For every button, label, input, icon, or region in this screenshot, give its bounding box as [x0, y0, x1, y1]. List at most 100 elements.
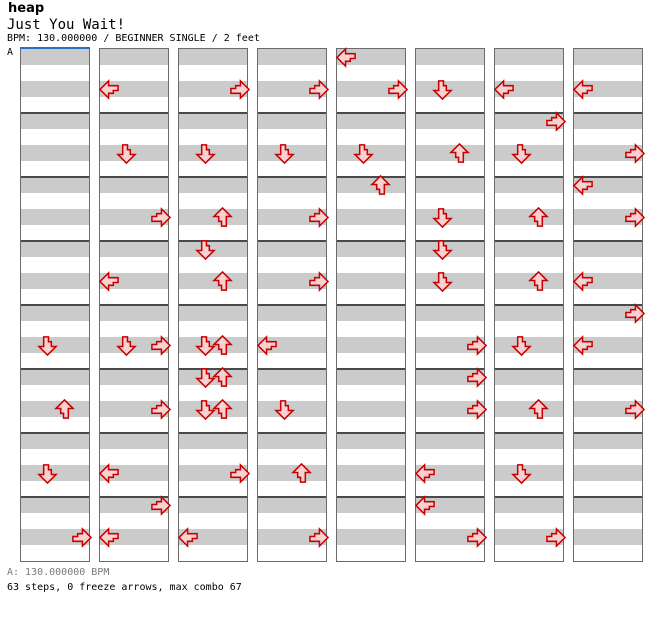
beat-row: [495, 257, 563, 273]
beat-row: [100, 145, 168, 161]
note-arrow-up-icon: [370, 174, 391, 196]
beat-row: [258, 369, 326, 385]
beat-row: [416, 369, 484, 385]
beat-row: [258, 433, 326, 449]
measure-separator: [21, 176, 89, 178]
measure-separator: [179, 432, 247, 434]
beat-row: [258, 177, 326, 193]
note-arrow-up-icon: [449, 142, 470, 164]
beat-row: [337, 225, 405, 241]
beat-row: [495, 545, 563, 561]
beat-row: [495, 305, 563, 321]
measure-separator: [337, 432, 405, 434]
beat-row: [100, 225, 168, 241]
measure-separator: [21, 432, 89, 434]
beat-row: [258, 145, 326, 161]
note-arrow-down-icon: [432, 239, 453, 260]
beat-row: [179, 49, 247, 65]
beat-row: [337, 257, 405, 273]
measure-separator: [100, 496, 168, 498]
beat-row: [179, 497, 247, 513]
measure-separator: [574, 304, 642, 306]
beat-row: [495, 529, 563, 545]
beat-row: [258, 305, 326, 321]
beat-row: [179, 449, 247, 465]
note-arrow-right-icon: [545, 526, 566, 548]
beat-row: [100, 385, 168, 401]
measure-column: [99, 48, 171, 562]
beat-row: [258, 113, 326, 129]
beat-row: [495, 97, 563, 113]
beat-row: [337, 513, 405, 529]
beat-row: [574, 417, 642, 433]
beat-row: [416, 97, 484, 113]
beat-row: [21, 321, 89, 337]
beat-row: [258, 321, 326, 337]
beat-row: [574, 545, 642, 561]
beat-row: [21, 177, 89, 193]
beat-row: [21, 545, 89, 561]
beat-row: [416, 65, 484, 81]
beat-row: [21, 161, 89, 177]
beat-row: [179, 385, 247, 401]
note-arrow-right-icon: [150, 398, 171, 420]
beat-row: [574, 97, 642, 113]
beat-row: [574, 321, 642, 337]
beat-row: [416, 305, 484, 321]
beat-row: [574, 497, 642, 513]
measure-separator: [258, 368, 326, 370]
beat-row: [574, 225, 642, 241]
measure-column: [573, 48, 645, 562]
beat-row: [258, 129, 326, 145]
note-arrow-up-icon: [528, 398, 549, 420]
note-arrow-down-icon: [432, 79, 453, 100]
beat-row: [416, 257, 484, 273]
beat-row: [21, 209, 89, 225]
beat-row: [337, 177, 405, 193]
note-arrow-down-icon: [511, 335, 532, 356]
beat-row: [574, 305, 642, 321]
beat-row: [179, 289, 247, 305]
note-arrow-up-icon: [528, 270, 549, 292]
measure-separator: [416, 432, 484, 434]
beat-row: [416, 113, 484, 129]
measure-separator: [258, 240, 326, 242]
note-arrow-right-icon: [71, 526, 92, 548]
beat-row: [416, 353, 484, 369]
beat-row: [416, 401, 484, 417]
beat-row: [179, 401, 247, 417]
beat-row: [574, 241, 642, 257]
beat-row: [100, 401, 168, 417]
beat-row: [495, 225, 563, 241]
beat-row: [416, 81, 484, 97]
note-arrow-right-icon: [624, 398, 645, 420]
beat-row: [495, 385, 563, 401]
beat-row: [100, 257, 168, 273]
note-arrow-down-icon: [274, 143, 295, 164]
measure-separator: [337, 368, 405, 370]
beat-row: [416, 481, 484, 497]
note-arrow-right-icon: [308, 78, 329, 100]
note-arrow-right-icon: [466, 398, 487, 420]
beat-row: [574, 513, 642, 529]
beat-row: [100, 161, 168, 177]
beat-row: [21, 305, 89, 321]
beat-row: [100, 65, 168, 81]
measure-separator: [574, 176, 642, 178]
note-arrow-up-icon: [528, 206, 549, 228]
beat-row: [495, 353, 563, 369]
measure-separator: [416, 368, 484, 370]
measure-separator: [574, 112, 642, 114]
beat-row: [21, 49, 89, 65]
note-arrow-up-icon: [212, 366, 233, 388]
beat-row: [21, 145, 89, 161]
beat-row: [258, 65, 326, 81]
beat-row: [416, 193, 484, 209]
beat-row: [258, 209, 326, 225]
beat-row: [495, 49, 563, 65]
note-arrow-right-icon: [466, 334, 487, 356]
note-arrow-left-icon: [573, 174, 594, 196]
beat-row: [337, 193, 405, 209]
beat-row: [21, 225, 89, 241]
beat-row: [21, 65, 89, 81]
